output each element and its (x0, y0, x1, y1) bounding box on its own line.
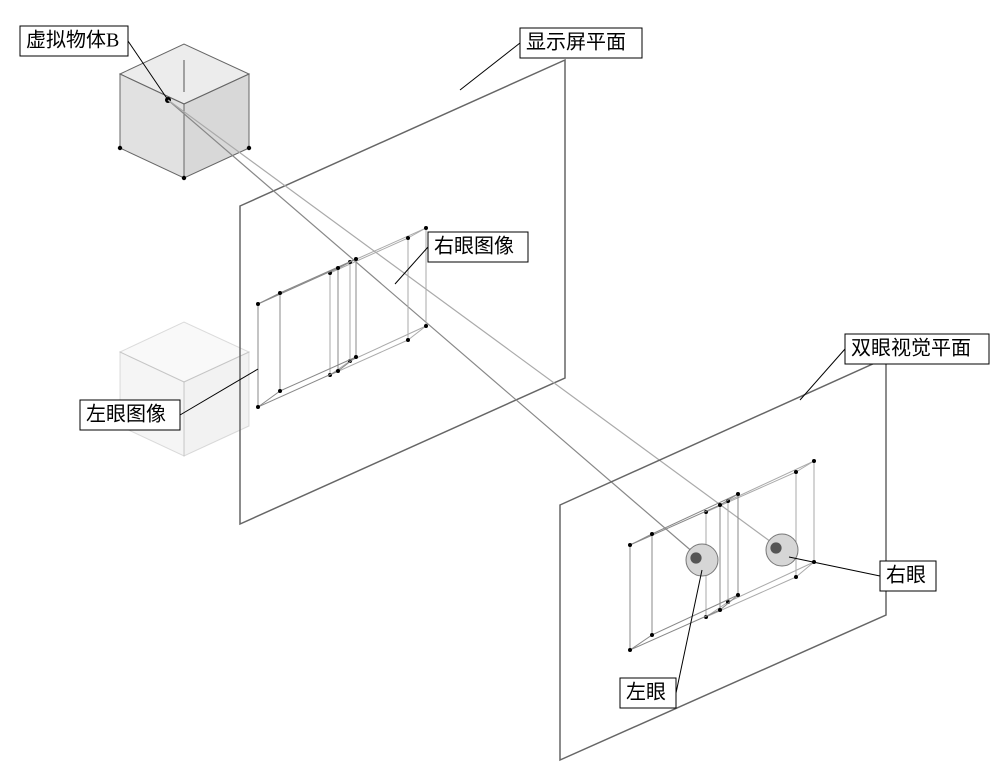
display-plane (240, 60, 565, 524)
right-eye-image-box-front (330, 238, 408, 375)
binocular-right-box-dot-f1 (794, 470, 798, 474)
virtual-object-reflection (120, 322, 249, 456)
binocular-right-box-back (728, 461, 814, 602)
binocular-right-box-edge-1 (796, 461, 814, 472)
right-eye-label-group: 右眼 (789, 557, 936, 591)
right-eye-leader (789, 557, 880, 576)
cube-dot-0 (247, 146, 251, 150)
left-image-label-text: 左眼图像 (86, 403, 166, 426)
cube-dot-2 (118, 146, 122, 150)
binocular-right-box-dot-f2 (794, 575, 798, 579)
left-eye-image-box-edge-0 (258, 293, 280, 304)
cube-dot-1 (182, 176, 186, 180)
binocular-right-box-dot-b1 (812, 459, 816, 463)
binocular-left-box-dot-f2 (718, 608, 722, 612)
left-eye-image-box-dot-b0 (278, 291, 282, 295)
binocular-left-box-dot-b2 (736, 593, 740, 597)
binocular-left-box-edge-0 (630, 534, 652, 545)
left-eye-image-box-dot-f3 (256, 405, 260, 409)
display-plane-label-text: 显示屏平面 (526, 32, 626, 54)
right-eye-image-box-back (350, 228, 426, 361)
virtual-object-label-text: 虚拟物体B (26, 29, 119, 52)
left-eye-image-box-dot-b1 (354, 257, 358, 261)
right-eye-image-box-dot-f2 (406, 338, 410, 342)
left-eye-image-box-dot-f2 (336, 369, 340, 373)
right-eye-image-box-dot-f1 (406, 236, 410, 240)
binocular-right-box (704, 459, 816, 619)
left-eye-image-box-back (280, 259, 356, 391)
right-image-label-group: 右眼图像 (395, 232, 528, 284)
right-eye-label-text: 右眼 (886, 564, 926, 587)
left-eye-leader (676, 570, 702, 693)
right-eye-image-box-dot-b1 (424, 226, 428, 230)
right-eye (766, 534, 798, 566)
left-eye-image-box-dot-b2 (354, 355, 358, 359)
binocular-left-box (628, 492, 740, 652)
binocular-plane-label-group: 双眼视觉平面 (800, 334, 989, 400)
display-plane-leader (460, 43, 520, 90)
projection-line-right (168, 100, 782, 550)
diagram-canvas: 虚拟物体B 显示屏平面右眼图像左眼图像 双眼视觉平面右眼左眼 (0, 0, 1000, 763)
binocular-left-box-edge-2 (630, 635, 652, 650)
right-eye-image-box (328, 226, 428, 377)
left-eye-image-box-dot-f1 (336, 266, 340, 270)
left-eye-pupil (690, 552, 701, 563)
binocular-left-box-dot-b1 (736, 492, 740, 496)
left-eye-label-text: 左眼 (626, 681, 666, 704)
display-plane-label-group: 显示屏平面 (460, 28, 642, 90)
binocular-plane-leader (800, 349, 845, 400)
binocular-plane-label-text: 双眼视觉平面 (851, 337, 971, 360)
right-eye-image-box-edge-1 (408, 228, 426, 238)
binocular-left-box-dot-b3 (650, 633, 654, 637)
left-eye-image-box-edge-1 (338, 259, 356, 268)
left-eye-image-box-dot-b3 (278, 389, 282, 393)
binocular-plane (560, 358, 886, 760)
binocular-left-box-dot-f0 (628, 543, 632, 547)
left-eye-image-box (256, 257, 358, 409)
binocular-left-box-dot-f3 (628, 648, 632, 652)
right-eye-pupil (770, 542, 781, 553)
right-eye-image-box-dot-b2 (424, 324, 428, 328)
binocular-left-box-dot-b0 (650, 532, 654, 536)
right-image-label-text: 右眼图像 (434, 235, 514, 258)
left-eye-label-group: 左眼 (620, 570, 702, 708)
binocular-left-box-dot-f1 (718, 503, 722, 507)
left-eye-image-box-front (258, 268, 338, 407)
left-eye-image-box-dot-f0 (256, 302, 260, 306)
projection-line-left (168, 100, 702, 560)
